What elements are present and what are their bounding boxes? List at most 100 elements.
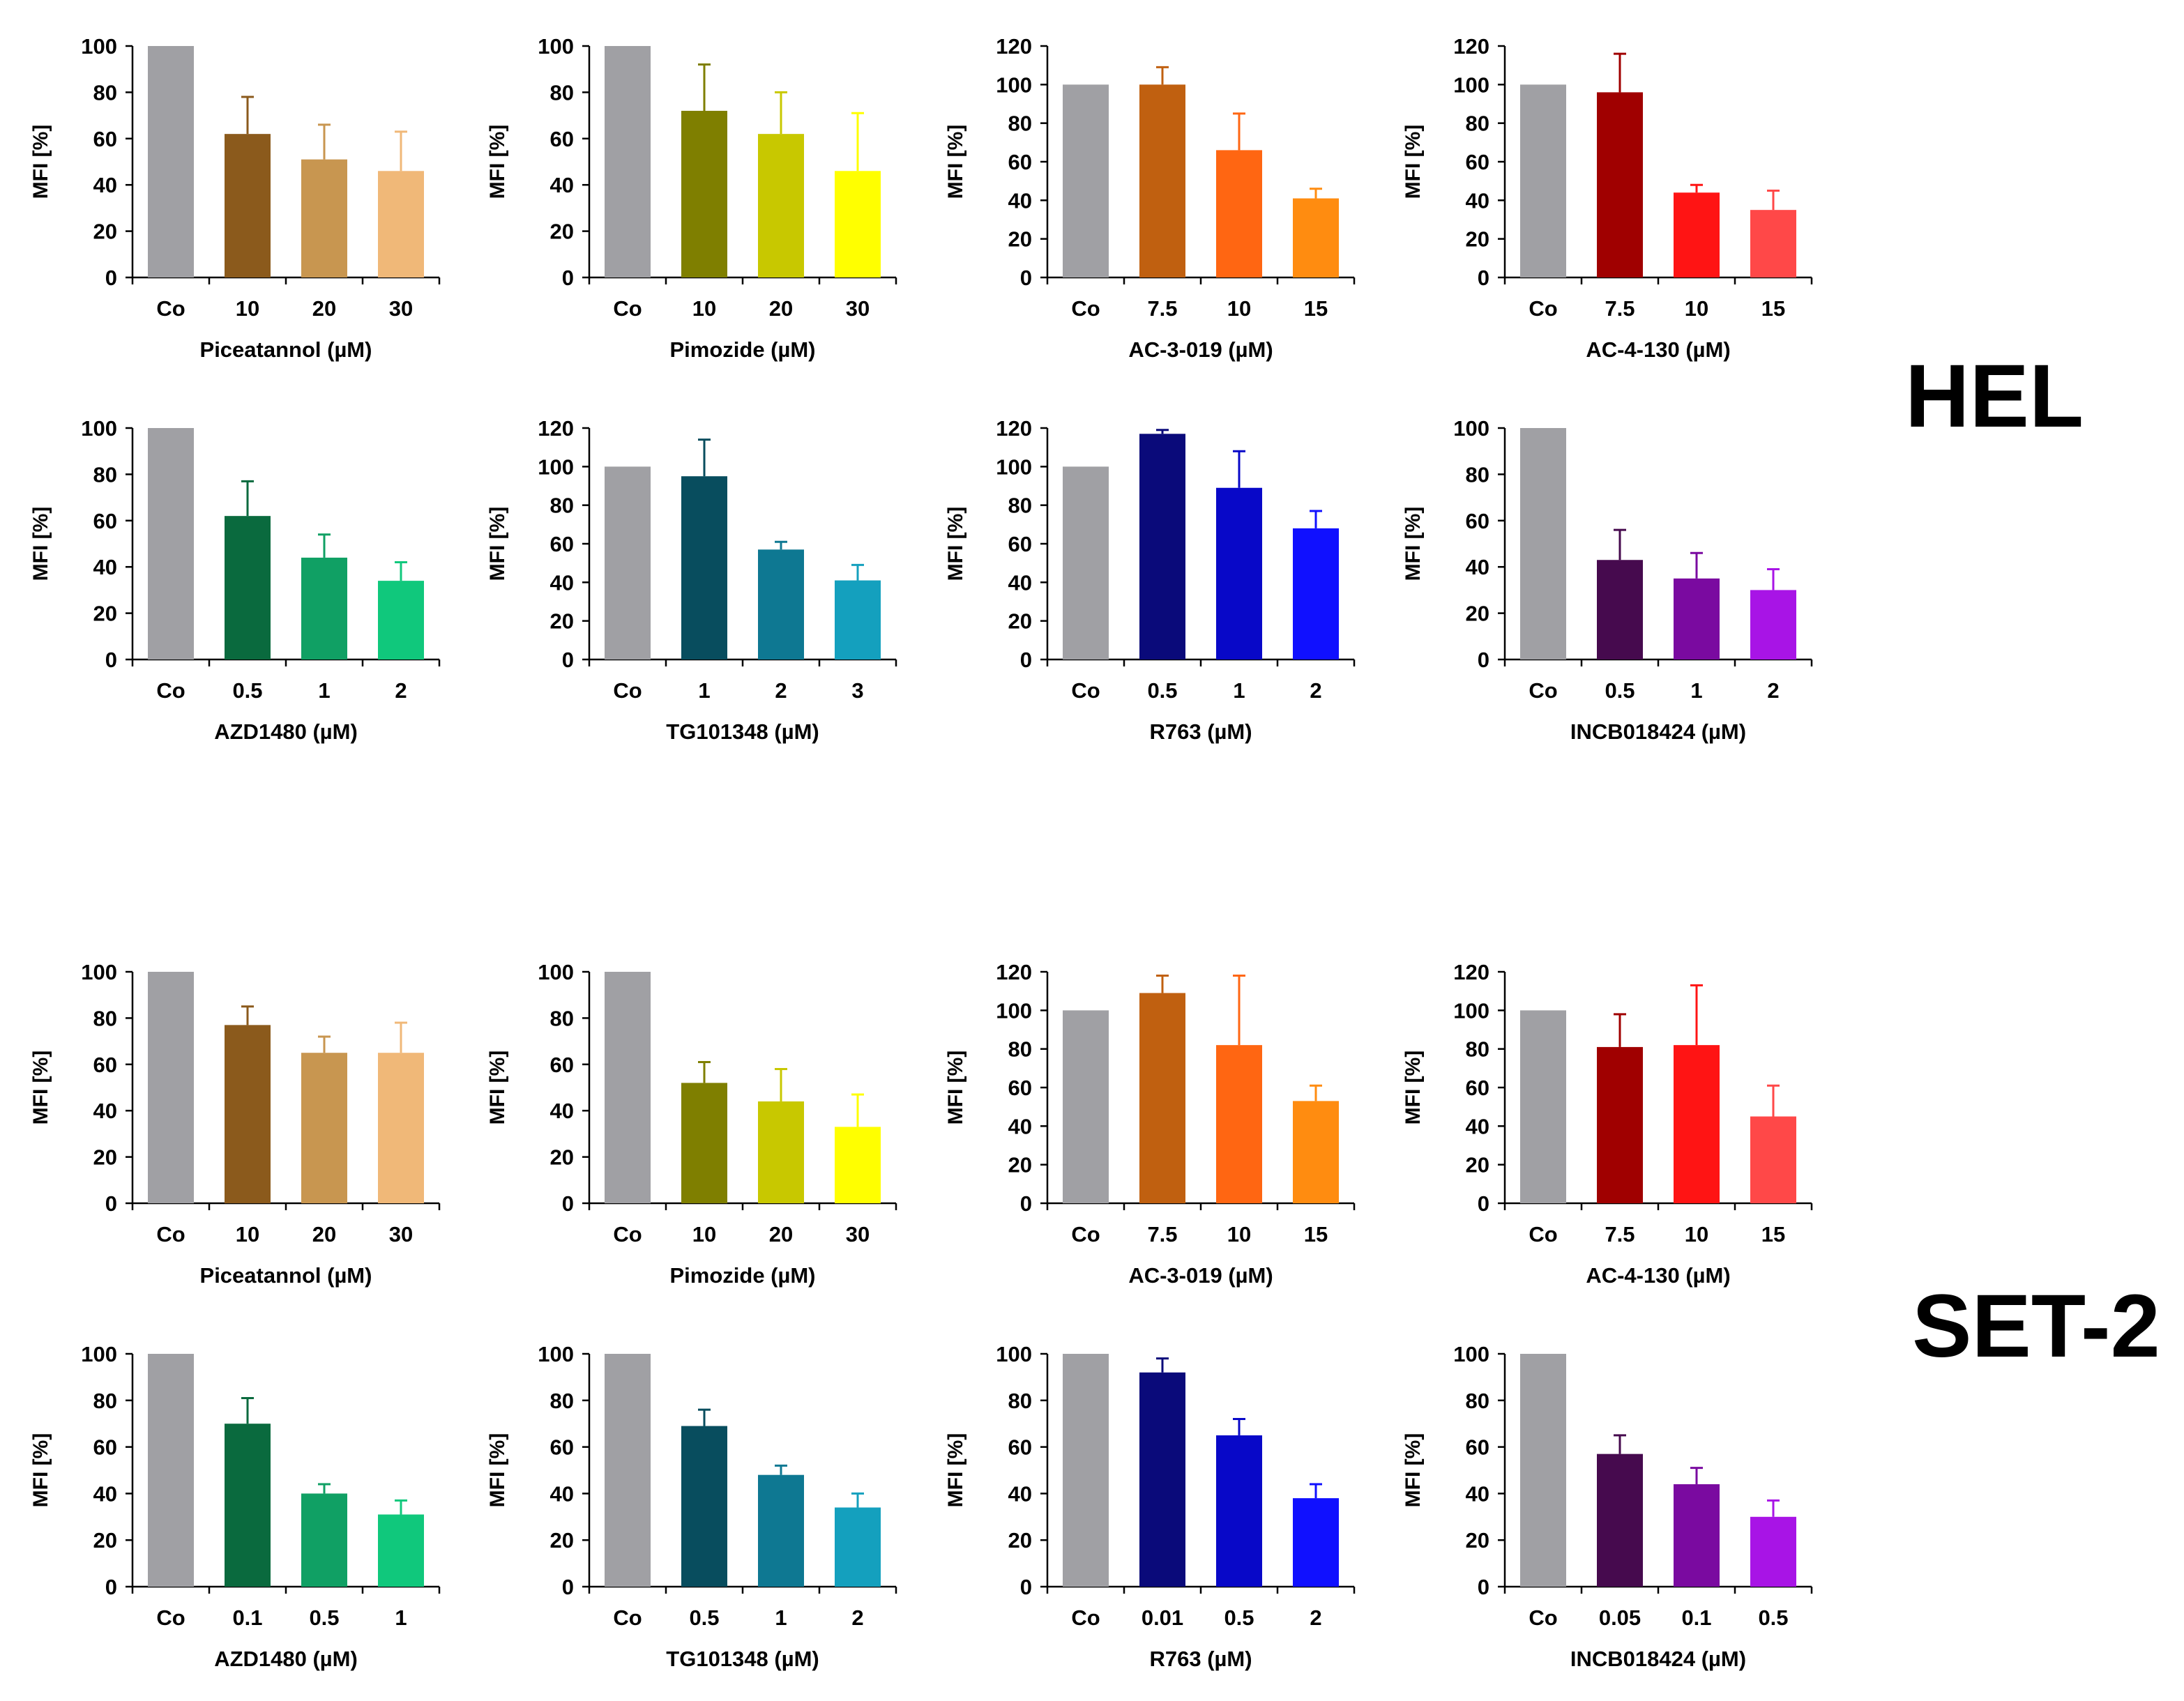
bar-7.5 (1139, 84, 1185, 277)
x-tick-label: 10 (236, 296, 259, 321)
x-tick-label: Co (156, 1605, 185, 1630)
x-tick-label: Co (613, 678, 642, 703)
y-tick-label: 100 (1453, 1342, 1489, 1366)
y-axis-title: MFI [%] (486, 1433, 509, 1508)
bar-30 (378, 171, 424, 277)
bar-20 (301, 1053, 347, 1203)
bar-1 (378, 1514, 424, 1587)
bar-0.5 (225, 516, 271, 659)
y-tick-label: 20 (1466, 227, 1489, 252)
x-axis-title: INCB018424 (µM) (1570, 1647, 1746, 1671)
x-tick-label: 0.5 (1605, 678, 1635, 703)
y-tick-label: 120 (996, 960, 1032, 984)
x-tick-label: Co (1529, 1605, 1557, 1630)
bar-1 (758, 1474, 804, 1587)
bar-10 (681, 1083, 727, 1203)
x-tick-label: 10 (692, 1222, 716, 1246)
y-tick-label: 0 (1020, 1191, 1032, 1216)
bar-0.5 (1750, 1516, 1796, 1587)
y-tick-label: 120 (1453, 34, 1489, 59)
y-tick-label: 80 (93, 80, 117, 105)
x-tick-label: 30 (389, 296, 413, 321)
bar-Co (1520, 428, 1566, 659)
bar-2 (1750, 590, 1796, 659)
x-tick-label: 2 (851, 1605, 863, 1630)
y-tick-label: 60 (1008, 532, 1032, 556)
x-axis-title: TG101348 (µM) (666, 719, 819, 744)
x-tick-label: 20 (769, 1222, 793, 1246)
y-tick-label: 60 (1008, 1076, 1032, 1100)
x-tick-label: 15 (1761, 296, 1785, 321)
y-tick-label: 60 (550, 1053, 574, 1077)
cell-label-hel: HEL (1905, 346, 2084, 446)
x-axis-title: Piceatannol (µM) (200, 1263, 372, 1288)
y-axis-title: MFI [%] (1402, 507, 1425, 581)
bar-1 (301, 557, 347, 659)
bar-2 (1293, 528, 1339, 659)
y-axis-title: MFI [%] (29, 125, 52, 199)
y-tick-label: 20 (1008, 227, 1032, 252)
x-tick-label: 0.01 (1142, 1605, 1183, 1630)
y-tick-label: 80 (93, 1006, 117, 1030)
bar-3 (835, 580, 881, 659)
panel-1: 0 20 40 60 80 100 Co 10 20 30 Piceatannol (µM) MFI … (29, 34, 441, 362)
y-tick-label: 100 (538, 455, 574, 479)
y-tick-label: 100 (1453, 998, 1489, 1023)
bar-0.1 (225, 1424, 271, 1587)
y-axis-title: MFI [%] (486, 125, 509, 199)
x-axis-title: AC-4-130 (µM) (1586, 337, 1730, 362)
x-tick-label: 0.1 (1681, 1605, 1711, 1630)
y-tick-label: 0 (562, 266, 574, 290)
y-tick-label: 100 (996, 1342, 1032, 1366)
x-tick-label: 20 (312, 1222, 336, 1246)
y-axis-title: MFI [%] (944, 507, 967, 581)
x-tick-label: 20 (769, 296, 793, 321)
bar-15 (1293, 1101, 1339, 1203)
bar-10 (1674, 192, 1720, 277)
y-axis-title: MFI [%] (1402, 1433, 1425, 1508)
y-tick-label: 100 (81, 416, 117, 441)
x-tick-label: 10 (236, 1222, 259, 1246)
panel-8: 0 20 40 60 80 100 Co 0.5 1 2 INCB018424 (µM) MFI [%… (1402, 416, 1813, 744)
y-tick-label: 60 (1008, 1435, 1032, 1460)
y-tick-label: 60 (1466, 1435, 1489, 1460)
y-tick-label: 80 (93, 1389, 117, 1413)
x-tick-label: 1 (775, 1605, 787, 1630)
x-tick-label: 0.5 (689, 1605, 719, 1630)
y-tick-label: 100 (996, 998, 1032, 1023)
bar-2 (1293, 1498, 1339, 1587)
bar-0.5 (681, 1426, 727, 1587)
x-axis-title: R763 (µM) (1149, 719, 1252, 744)
y-tick-label: 80 (550, 1006, 574, 1030)
x-tick-label: Co (1071, 1605, 1100, 1630)
x-tick-label: 0.1 (232, 1605, 262, 1630)
bar-Co (1063, 1354, 1109, 1587)
bar-15 (1750, 1116, 1796, 1203)
bar-15 (1750, 210, 1796, 277)
y-tick-label: 80 (1466, 1037, 1489, 1062)
y-tick-label: 80 (1008, 1389, 1032, 1413)
y-tick-label: 100 (81, 1342, 117, 1366)
panel-16: 0 20 40 60 80 100 Co 0.05 0.1 0.5 INCB018424 (µM) M… (1402, 1342, 1813, 1671)
x-tick-label: 7.5 (1605, 296, 1635, 321)
x-axis-title: AZD1480 (µM) (214, 1647, 358, 1671)
x-axis-title: Pimozide (µM) (669, 337, 815, 362)
y-tick-label: 40 (93, 555, 117, 579)
panel-3: 0 20 40 60 80 100 120 Co 7.5 10 15 AC-3-019 (µM) MFI… (944, 34, 1356, 362)
y-axis-title: MFI [%] (486, 1051, 509, 1125)
bar-Co (148, 972, 194, 1203)
y-tick-label: 20 (1466, 602, 1489, 626)
bar-30 (835, 1127, 881, 1203)
bar-Co (1520, 84, 1566, 277)
y-tick-label: 100 (538, 1342, 574, 1366)
y-tick-label: 120 (996, 416, 1032, 441)
bar-20 (758, 1101, 804, 1203)
y-tick-label: 0 (1478, 648, 1489, 672)
y-tick-label: 60 (1008, 150, 1032, 174)
bar-7.5 (1597, 92, 1643, 277)
x-tick-label: 15 (1304, 1222, 1328, 1246)
panel-13: 0 20 40 60 80 100 Co 0.1 0.5 1 AZD1480 (µM) MFI [%] (29, 1342, 441, 1671)
y-tick-label: 80 (1466, 462, 1489, 487)
x-tick-label: 10 (1227, 1222, 1251, 1246)
